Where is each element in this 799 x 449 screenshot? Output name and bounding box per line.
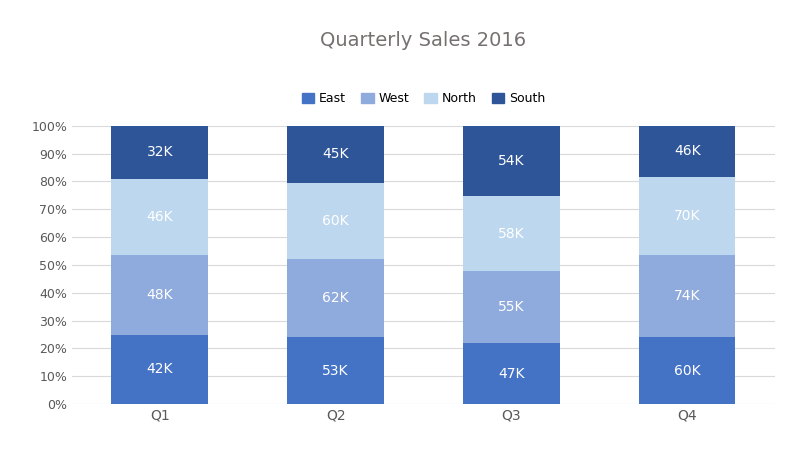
Text: 58K: 58K [498, 227, 525, 241]
Text: 32K: 32K [146, 145, 173, 159]
Bar [639, 126, 736, 177]
Bar [639, 177, 736, 255]
Bar [288, 337, 384, 404]
Bar [463, 196, 560, 271]
Text: 47K: 47K [498, 366, 525, 381]
Bar [112, 255, 208, 335]
Legend: East, West, North, South: East, West, North, South [296, 87, 551, 110]
Bar [463, 126, 560, 196]
Text: 62K: 62K [322, 291, 349, 305]
Bar [112, 335, 208, 404]
Text: 54K: 54K [498, 154, 525, 168]
Text: Quarterly Sales 2016: Quarterly Sales 2016 [320, 31, 527, 50]
Bar [463, 343, 560, 404]
Bar [639, 255, 736, 337]
Text: 45K: 45K [322, 147, 349, 161]
Bar [288, 126, 384, 183]
Text: 60K: 60K [674, 364, 701, 378]
Text: 42K: 42K [146, 362, 173, 376]
Bar [288, 183, 384, 259]
Bar [639, 337, 736, 404]
Text: 74K: 74K [674, 289, 701, 303]
Text: 60K: 60K [322, 214, 349, 228]
Bar [112, 126, 208, 179]
Text: 70K: 70K [674, 209, 701, 223]
Bar [463, 271, 560, 343]
Text: 55K: 55K [498, 300, 525, 314]
Bar [112, 179, 208, 255]
Text: 48K: 48K [146, 288, 173, 302]
Text: 46K: 46K [146, 210, 173, 224]
Text: 53K: 53K [322, 364, 349, 378]
Text: 46K: 46K [674, 144, 701, 158]
Bar [288, 259, 384, 337]
